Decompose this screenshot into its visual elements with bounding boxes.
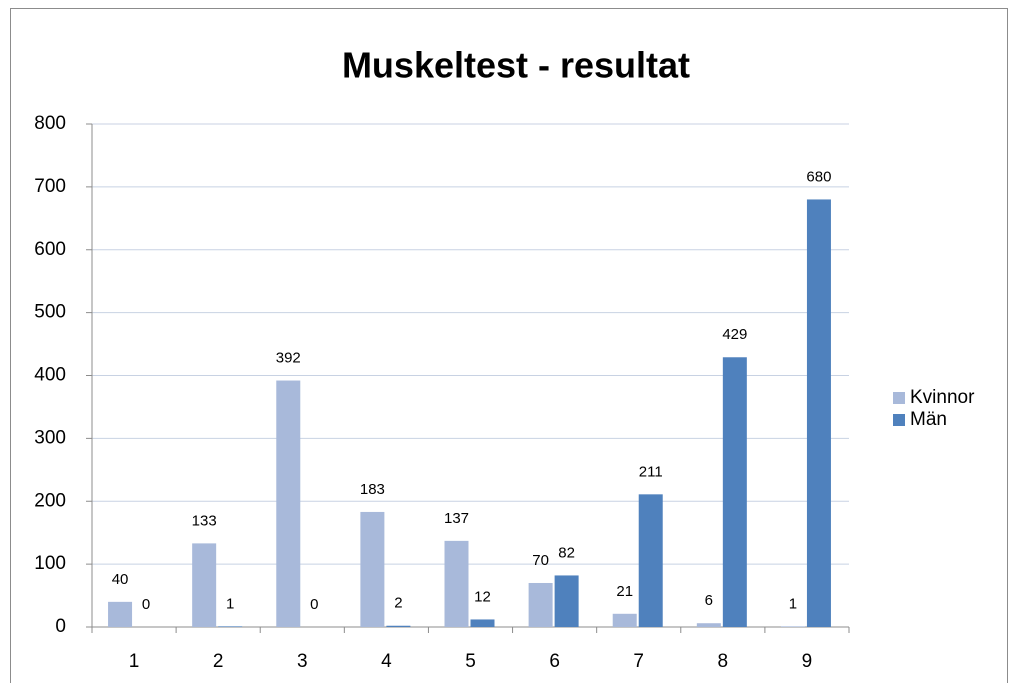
x-tick-label: 4 — [381, 651, 392, 672]
data-label: 429 — [722, 326, 747, 343]
bar — [108, 601, 133, 627]
x-tick-label: 6 — [549, 651, 560, 672]
data-label: 211 — [639, 463, 663, 480]
bar — [806, 199, 831, 627]
bar — [554, 575, 579, 627]
bar — [444, 540, 469, 627]
y-tick-label: 100 — [34, 553, 66, 574]
legend-label: Män — [910, 409, 947, 430]
data-label: 680 — [806, 168, 831, 185]
data-label: 392 — [276, 349, 301, 366]
data-label: 0 — [142, 596, 150, 613]
bar — [218, 626, 243, 627]
bar — [722, 357, 747, 627]
data-label: 183 — [360, 481, 385, 498]
chart-title: Muskeltest - resultat — [342, 45, 690, 86]
data-label: 133 — [192, 512, 217, 529]
data-label: 0 — [310, 596, 318, 613]
data-label: 137 — [444, 510, 469, 527]
data-label: 21 — [616, 583, 633, 600]
x-tick-label: 3 — [297, 651, 308, 672]
data-label: 70 — [532, 552, 549, 569]
bar — [612, 613, 637, 627]
y-tick-label: 200 — [34, 490, 66, 511]
data-label: 2 — [394, 595, 402, 612]
chart-frame — [10, 8, 1008, 683]
bar — [528, 582, 553, 627]
x-tick-label: 8 — [718, 651, 729, 672]
data-label: 82 — [558, 544, 575, 561]
data-label: 40 — [112, 571, 129, 588]
bar — [638, 494, 663, 627]
y-tick-label: 800 — [34, 113, 66, 134]
bar — [386, 625, 411, 627]
y-tick-label: 0 — [55, 616, 66, 637]
x-tick-label: 5 — [465, 651, 476, 672]
x-tick-label: 7 — [633, 651, 644, 672]
data-label: 6 — [705, 592, 713, 609]
bar — [192, 543, 217, 627]
bar — [276, 380, 301, 627]
data-label: 12 — [474, 588, 491, 605]
legend-swatch — [893, 392, 905, 404]
data-label: 1 — [226, 595, 234, 612]
bar — [470, 619, 495, 627]
x-tick-label: 9 — [802, 651, 813, 672]
x-tick-label: 2 — [213, 651, 224, 672]
bar — [696, 623, 721, 627]
y-tick-label: 700 — [34, 176, 66, 197]
legend-label: Kvinnor — [910, 387, 975, 408]
y-tick-label: 400 — [34, 365, 66, 386]
bar — [360, 511, 385, 627]
y-tick-label: 600 — [34, 239, 66, 260]
x-tick-label: 1 — [129, 651, 140, 672]
legend-swatch — [893, 414, 905, 426]
data-label: 1 — [789, 595, 797, 612]
bar — [780, 626, 805, 627]
y-tick-label: 500 — [34, 302, 66, 323]
y-tick-label: 300 — [34, 427, 66, 448]
